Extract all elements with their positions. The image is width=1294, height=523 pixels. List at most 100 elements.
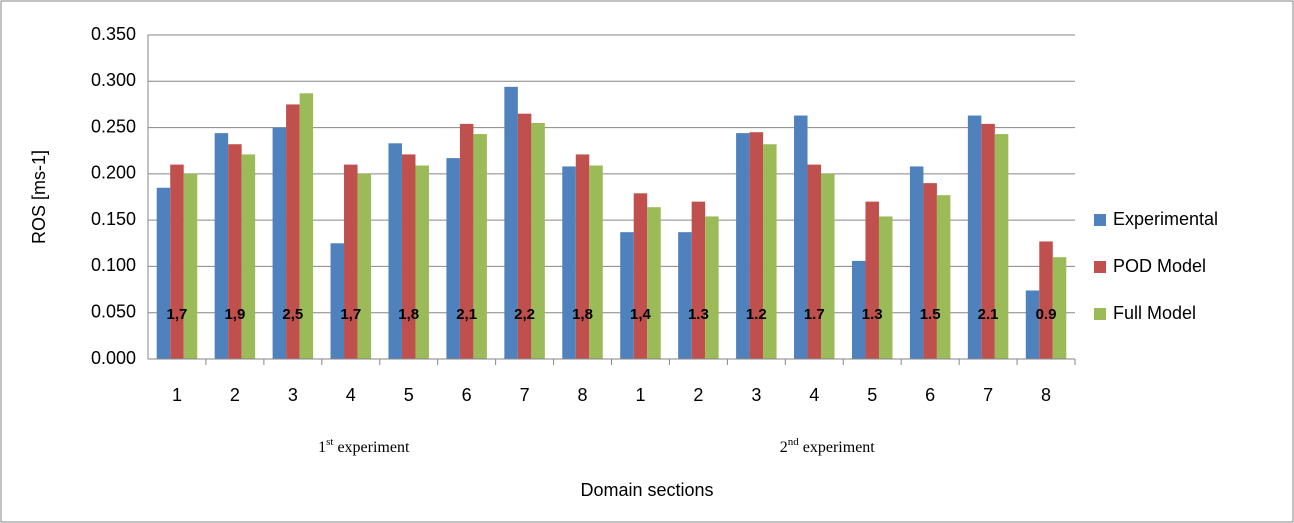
value-annotation: 1.3 [862, 306, 883, 323]
x-tick-label: 5 [867, 385, 877, 405]
value-annotation: 1,4 [630, 306, 652, 323]
value-annotation: 1,7 [340, 306, 361, 323]
bar [647, 207, 661, 359]
value-annotation: 1.2 [746, 306, 767, 323]
legend-marker [1094, 308, 1106, 320]
value-annotation: 1.5 [920, 306, 941, 323]
x-tick-label: 6 [462, 385, 472, 405]
group-label-sup: st [326, 436, 333, 448]
bar [794, 115, 808, 359]
y-tick-label: 0.100 [91, 255, 136, 275]
bar [1052, 257, 1067, 359]
bar [909, 166, 924, 359]
bar [1039, 241, 1053, 359]
bar [446, 158, 460, 359]
group-label-text: experiment [333, 439, 410, 456]
x-tick-label: 1 [635, 385, 645, 405]
bar [878, 216, 893, 359]
bar [228, 144, 242, 359]
bar [299, 93, 314, 359]
y-tick-label: 0.350 [91, 24, 136, 44]
group-label: 2nd experiment [780, 436, 876, 456]
bar [272, 127, 287, 359]
value-annotation: 1,8 [572, 306, 593, 323]
bar [923, 183, 937, 359]
bar [994, 134, 1009, 359]
bar [633, 193, 648, 359]
x-tick-label: 2 [230, 385, 240, 405]
value-annotation: 2,2 [514, 306, 535, 323]
bar [807, 164, 822, 359]
bar [473, 134, 487, 359]
bar [1025, 290, 1040, 359]
bar [736, 133, 750, 359]
x-tick-label: 2 [693, 385, 703, 405]
bar [691, 201, 706, 359]
bar [865, 201, 879, 359]
value-annotation: 1,8 [398, 306, 419, 323]
bar [749, 132, 764, 359]
bar [678, 232, 692, 359]
legend-label: Full Model [1113, 303, 1196, 323]
x-tick-label: 8 [1041, 385, 1051, 405]
bar [415, 165, 429, 359]
bar [183, 173, 198, 359]
bar [981, 123, 995, 360]
value-annotation: 0.9 [1036, 306, 1057, 323]
group-label-number: 2 [780, 439, 788, 456]
x-tick-label: 1 [172, 385, 182, 405]
bar [156, 187, 171, 359]
x-tick-label: 8 [578, 385, 588, 405]
bar [821, 173, 835, 359]
bar [330, 243, 345, 359]
group-label-text: experiment [799, 439, 876, 456]
legend-marker [1094, 214, 1106, 226]
legend-label: POD Model [1113, 256, 1206, 276]
group-label: 1st experiment [318, 436, 410, 456]
legend-marker [1094, 261, 1106, 273]
bar [620, 232, 634, 359]
bar [401, 154, 416, 359]
group-label-number: 1 [318, 439, 326, 456]
x-tick-label: 7 [983, 385, 993, 405]
bar [763, 144, 777, 359]
bar [562, 166, 576, 359]
x-tick-label: 6 [925, 385, 935, 405]
bar [504, 86, 518, 359]
x-tick-label: 3 [751, 385, 761, 405]
bar [286, 104, 300, 359]
y-tick-label: 0.250 [91, 116, 136, 136]
y-axis-title: ROS [ms-1] [29, 150, 49, 244]
bar [575, 154, 590, 359]
y-tick-label: 0.000 [91, 348, 136, 368]
value-annotation: 1,9 [224, 306, 245, 323]
value-annotation: 1.7 [804, 306, 825, 323]
x-tick-label: 4 [809, 385, 819, 405]
bar [170, 164, 184, 359]
value-annotation: 2,1 [456, 306, 477, 323]
bar [459, 123, 474, 360]
bar [705, 216, 719, 359]
value-annotation: 2,5 [282, 306, 303, 323]
bar [936, 195, 951, 359]
y-tick-label: 0.150 [91, 209, 136, 229]
x-tick-label: 3 [288, 385, 298, 405]
y-tick-label: 0.300 [91, 70, 136, 90]
bar [589, 165, 603, 359]
bar [967, 115, 982, 359]
value-annotation: 1.3 [688, 306, 709, 323]
x-tick-label: 7 [520, 385, 530, 405]
y-tick-label: 0.050 [91, 301, 136, 321]
bar [517, 113, 532, 359]
bar [214, 133, 229, 359]
group-label-sup: nd [788, 436, 800, 448]
bar [851, 260, 866, 359]
bar [388, 143, 402, 359]
y-tick-label: 0.200 [91, 163, 136, 183]
value-annotation: 2.1 [978, 306, 999, 323]
bar [241, 154, 256, 359]
bar [531, 122, 545, 359]
bar [357, 173, 372, 359]
legend-label: Experimental [1113, 209, 1218, 229]
